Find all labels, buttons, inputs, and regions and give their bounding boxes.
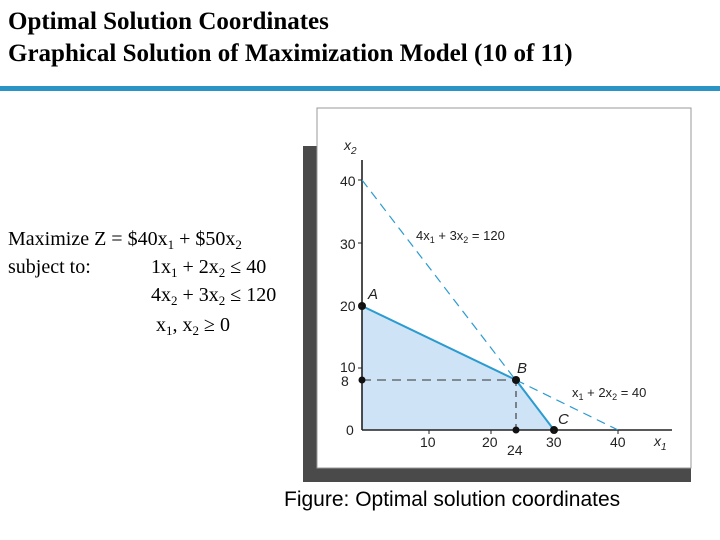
y-tick-30: 30: [340, 236, 356, 252]
point-x24: [512, 426, 520, 434]
constraint-line-2-dashed: [515, 379, 619, 431]
y-tick-10: 10: [340, 359, 356, 375]
feasible-region: [362, 306, 554, 430]
label-a: A: [367, 286, 378, 303]
label-c: C: [558, 411, 569, 428]
slide-title: Optimal Solution Coordinates Graphical S…: [8, 6, 573, 70]
subject-to-label: subject to:: [8, 256, 91, 278]
graph-shadow-bottom: [303, 468, 691, 482]
constraint-label-2: x1 + 2x2 = 40: [572, 385, 646, 402]
x-tick-30: 30: [546, 434, 562, 450]
x-tick-20: 20: [482, 434, 498, 450]
graph-shadow-edge: [303, 146, 317, 482]
title-line-2: Graphical Solution of Maximization Model…: [8, 40, 573, 67]
nonnegativity-constraint: x1, x2 ≥ 0: [156, 314, 230, 338]
point-b: [512, 376, 520, 384]
figure-caption: Figure: Optimal solution coordinates: [284, 488, 621, 511]
constraint-2: 4x2 + 3x2 ≤ 120: [151, 284, 277, 308]
y-tick-40: 40: [340, 173, 356, 189]
label-b: B: [517, 360, 527, 377]
x-tick-40: 40: [610, 434, 626, 450]
constraint-label-1: 4x1 + 3x2 = 120: [416, 228, 505, 245]
objective-function: Maximize Z = $40x1 + $50x2: [8, 228, 242, 252]
x-tick-24: 24: [507, 442, 523, 458]
constraint-1: 1x1 + 2x2 ≤ 40: [151, 256, 267, 280]
y-tick-8: 8: [341, 373, 349, 389]
y-tick-20: 20: [340, 298, 356, 314]
x-tick-10: 10: [420, 434, 436, 450]
title-divider: [0, 86, 720, 91]
y-tick-0: 0: [346, 422, 354, 438]
point-y8: [358, 376, 366, 384]
title-line-1: Optimal Solution Coordinates: [8, 8, 329, 35]
